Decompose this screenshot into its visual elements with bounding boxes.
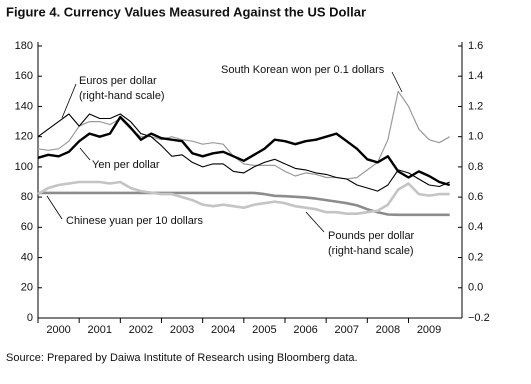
series-label: South Korean won per 0.1 dollars	[221, 64, 385, 76]
x-tick-label: 2006	[293, 324, 317, 336]
y2-tick-label: 1.4	[468, 70, 483, 82]
y-tick-label: 80	[21, 191, 33, 203]
y-tick-label: 100	[15, 161, 33, 173]
x-tick-label: 2005	[252, 324, 276, 336]
leader-line	[46, 195, 63, 220]
y-tick-label: 60	[21, 221, 33, 233]
y-tick-label: 180	[15, 40, 33, 52]
series-label: Chinese yuan per 10 dollars	[66, 215, 203, 227]
y-tick-label: 120	[15, 131, 33, 143]
series-label: Pounds per dollar	[328, 230, 415, 242]
series-line	[37, 113, 450, 192]
leader-line	[305, 211, 325, 233]
y-tick-label: 20	[21, 282, 33, 294]
y-tick-label: 160	[15, 70, 33, 82]
x-tick-label: 2000	[46, 324, 70, 336]
x-tick-label: 2003	[170, 324, 194, 336]
y2-tick-label: −0.2	[468, 312, 490, 324]
leader-line	[391, 71, 403, 93]
series-label: Yen per dollar	[92, 159, 160, 171]
series-line	[37, 180, 450, 215]
y2-tick-label: 1.0	[468, 131, 483, 143]
series-line	[37, 90, 451, 180]
series-label-note: (right-hand scale)	[328, 245, 414, 257]
y2-tick-label: 0.4	[468, 221, 483, 233]
y-tick-label: 40	[21, 251, 33, 263]
x-tick-label: 2008	[376, 324, 400, 336]
x-tick-label: 2001	[88, 324, 112, 336]
leader-line	[79, 147, 91, 161]
series-line	[38, 191, 450, 217]
source-note: Source: Prepared by Daiwa Institute of R…	[6, 352, 358, 364]
y2-tick-label: 0.0	[468, 282, 483, 294]
series-label-note: (right-hand scale)	[79, 90, 165, 102]
series-line	[37, 115, 451, 187]
x-tick-label: 2007	[334, 324, 358, 336]
y2-tick-label: 1.2	[468, 100, 483, 112]
y2-tick-label: 0.8	[468, 161, 483, 173]
chart-title: Figure 4. Currency Values Measured Again…	[6, 4, 366, 19]
series-label: Euros per dollar	[79, 75, 157, 87]
leader-line	[61, 83, 77, 119]
y2-tick-label: 0.6	[468, 191, 483, 203]
y2-tick-label: 0.2	[468, 251, 483, 263]
x-tick-label: 2004	[211, 324, 235, 336]
y2-tick-label: 1.6	[468, 40, 483, 52]
x-tick-label: 2009	[417, 324, 441, 336]
x-tick-label: 2002	[129, 324, 153, 336]
y-tick-label: 140	[15, 100, 33, 112]
y-tick-label: 0	[27, 312, 33, 324]
